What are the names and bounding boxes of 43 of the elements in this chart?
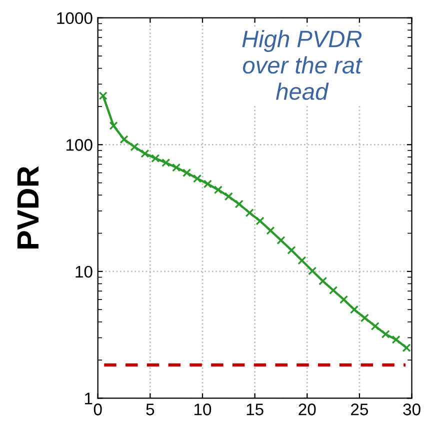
x-tick-label: 30 xyxy=(403,404,420,416)
annotation: High PVDR over the rat head xyxy=(242,30,362,100)
x-tick-label: 5 xyxy=(146,404,154,416)
point xyxy=(339,295,348,304)
y-tick-label: 10 xyxy=(76,266,92,278)
point xyxy=(402,343,411,352)
point xyxy=(308,266,317,276)
point xyxy=(130,142,139,152)
point xyxy=(360,314,369,322)
point xyxy=(192,174,202,183)
y-tick-label: 1000 xyxy=(57,12,92,24)
point xyxy=(381,330,390,338)
point xyxy=(140,149,150,158)
point xyxy=(276,236,286,245)
x-tick-label: 20 xyxy=(298,404,316,416)
point xyxy=(287,246,296,255)
point xyxy=(350,305,359,314)
point xyxy=(109,121,118,130)
point xyxy=(120,135,128,144)
y-tick-label: 1 xyxy=(85,392,92,404)
point xyxy=(318,276,328,286)
point xyxy=(370,322,380,330)
x-tick-label: 0 xyxy=(94,404,102,416)
point xyxy=(203,180,212,188)
point xyxy=(98,91,108,100)
point xyxy=(245,208,254,218)
point xyxy=(256,216,264,226)
point xyxy=(328,286,338,295)
point xyxy=(151,154,160,163)
point xyxy=(234,200,244,208)
point xyxy=(266,226,275,235)
x-tick-label: 10 xyxy=(194,404,212,416)
y-tick-label: 100 xyxy=(66,139,92,151)
point xyxy=(214,186,223,194)
x-tick-label: 25 xyxy=(351,404,368,416)
point xyxy=(182,168,192,178)
point xyxy=(224,192,233,201)
point xyxy=(172,163,181,172)
point xyxy=(298,256,306,265)
y-axis-title: PVDR xyxy=(17,166,38,248)
point xyxy=(392,335,400,344)
point xyxy=(162,158,170,168)
x-tick-label: 15 xyxy=(246,404,264,416)
